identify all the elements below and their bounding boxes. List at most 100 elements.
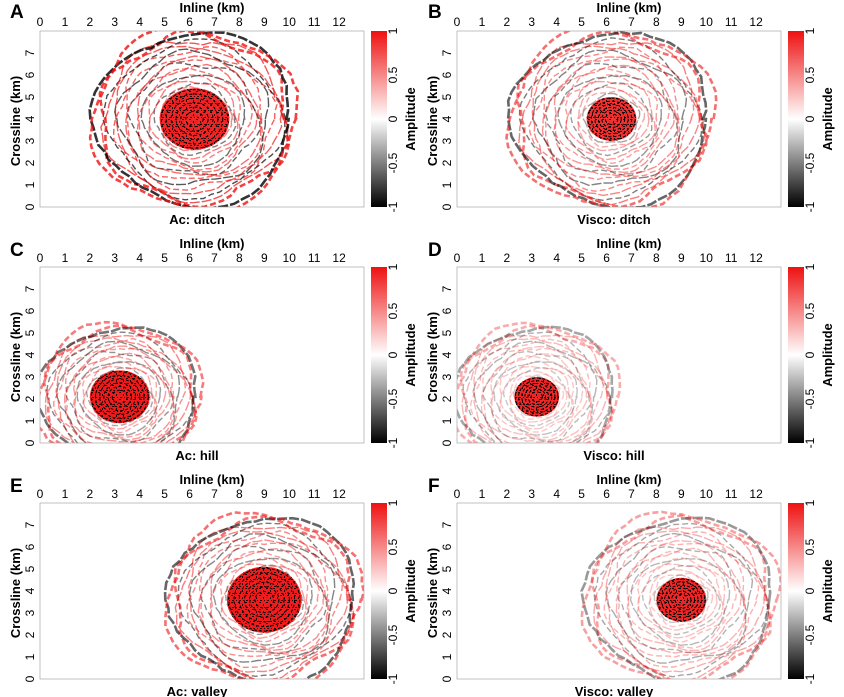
wave-ring <box>56 340 181 443</box>
y-tick-label: 4 <box>23 351 37 358</box>
core-ring <box>530 391 543 403</box>
x-axis-title: Inline (km) <box>596 0 661 15</box>
x-tick-label: 11 <box>725 251 738 265</box>
x-tick-label: 3 <box>528 487 535 501</box>
wave-ring <box>85 366 154 427</box>
wave-ring <box>55 337 192 443</box>
wave-ring <box>648 568 718 631</box>
wave-ring <box>126 57 264 180</box>
x-tick-label: 8 <box>236 487 243 501</box>
core-ring <box>604 113 619 125</box>
colorbar-tick-label: -0.5 <box>803 624 817 645</box>
x-tick-label: 11 <box>308 15 321 29</box>
wave-ring <box>125 55 263 176</box>
core-ring <box>170 97 219 141</box>
panel-B: B Inline (km)0 1 2 3 4 5 6 7 8 9 10 11 1201234567Cros… <box>425 0 835 227</box>
wave-ring <box>531 45 701 197</box>
core-ring <box>590 100 633 138</box>
wave-ring <box>72 355 167 439</box>
x-axis-title: Inline (km) <box>596 472 661 487</box>
wave-ring <box>102 38 287 201</box>
plot-frame <box>39 502 365 680</box>
plot-area <box>457 267 781 443</box>
y-tick-label: 0 <box>23 203 37 210</box>
x-tick-label: 11 <box>308 487 321 501</box>
core-ring <box>95 374 145 419</box>
wave-ring <box>42 324 198 443</box>
x-tick-label: 11 <box>308 251 321 265</box>
colorbar-tick-label: 0.5 <box>803 302 817 319</box>
wave-ring <box>186 530 344 669</box>
x-tick-label: 2 <box>87 15 94 29</box>
core-ring <box>165 93 224 145</box>
panel-caption: Visco: ditch <box>577 212 651 227</box>
y-tick-label: 4 <box>23 587 37 594</box>
colorbar-tick-label: -0.5 <box>386 388 400 409</box>
wave-ring <box>64 345 175 443</box>
wave-ring <box>44 334 196 443</box>
wave-ring <box>553 67 671 171</box>
y-tick-label: 1 <box>440 181 454 188</box>
colorbar-tick-label: -1 <box>386 201 400 212</box>
x-tick-label: 2 <box>504 487 511 501</box>
y-tick-label: 3 <box>23 609 37 616</box>
x-tick-label: 7 <box>211 15 218 29</box>
x-tick-label: 12 <box>332 487 346 501</box>
x-tick-label: 5 <box>161 251 168 265</box>
wave-ring <box>565 80 656 161</box>
x-tick-label: 6 <box>186 251 193 265</box>
wave-ring <box>88 31 300 207</box>
plot-frame <box>39 30 365 208</box>
y-axis-title: Crossline (km) <box>425 76 440 166</box>
wave-ring <box>64 347 176 443</box>
core-ring <box>674 593 689 606</box>
y-tick-label: 2 <box>23 159 37 166</box>
wave-ring <box>482 350 591 443</box>
wave-ring <box>136 63 259 173</box>
plot-frame <box>456 266 782 444</box>
wave-ring <box>188 530 349 673</box>
wave-ring <box>88 31 291 207</box>
x-tick-label: 7 <box>628 251 635 265</box>
panel-letter: D <box>428 240 442 261</box>
colorbar-tick-label: -0.5 <box>386 624 400 645</box>
core-ring <box>185 110 204 128</box>
x-tick-label: 11 <box>725 487 738 501</box>
y-tick-label: 1 <box>23 417 37 424</box>
colorbar-tick-label: -1 <box>386 673 400 684</box>
y-axis-title: Crossline (km) <box>8 548 23 638</box>
wave-ring <box>544 62 679 177</box>
wave-ring <box>220 563 307 640</box>
x-tick-label: 8 <box>653 487 660 501</box>
core-ring <box>90 371 149 423</box>
plot-area <box>40 267 364 443</box>
x-tick-label: 3 <box>111 15 118 29</box>
x-tick-label: 12 <box>749 251 763 265</box>
x-tick-label: 3 <box>528 251 535 265</box>
y-tick-label: 1 <box>440 653 454 660</box>
y-tick-label: 6 <box>440 543 454 550</box>
colorbar-tick-label: 1 <box>386 27 400 34</box>
wave-ring <box>177 522 352 678</box>
x-tick-label: 9 <box>678 251 685 265</box>
colorbar-label: Amplitude <box>820 559 835 623</box>
x-tick-label: 9 <box>678 487 685 501</box>
wave-ring <box>198 542 330 658</box>
core-texture <box>159 88 230 150</box>
core-ring <box>228 567 301 632</box>
x-tick-label: 0 <box>454 251 461 265</box>
x-tick-label: 12 <box>749 15 763 29</box>
core-texture <box>514 377 560 417</box>
x-tick-label: 5 <box>578 251 585 265</box>
wave-ring <box>76 360 162 436</box>
colorbar-tick-label: 0 <box>803 351 817 358</box>
x-tick-label: 6 <box>603 487 610 501</box>
x-tick-label: 6 <box>603 251 610 265</box>
x-tick-label: 8 <box>653 251 660 265</box>
colorbar <box>371 267 387 443</box>
wavefield <box>457 321 622 443</box>
wave-ring <box>457 325 614 443</box>
y-tick-label: 4 <box>440 351 454 358</box>
wave-ring <box>593 522 769 678</box>
panel-letter: F <box>428 476 440 497</box>
